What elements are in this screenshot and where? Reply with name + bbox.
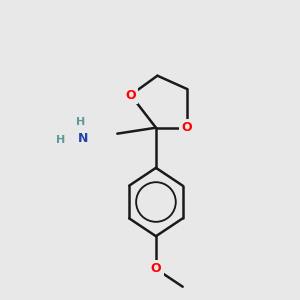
Text: O: O (151, 262, 161, 275)
Text: N: N (78, 132, 88, 145)
Text: H: H (56, 135, 65, 145)
Text: O: O (125, 88, 136, 101)
Text: H: H (76, 117, 85, 127)
Text: O: O (182, 121, 193, 134)
